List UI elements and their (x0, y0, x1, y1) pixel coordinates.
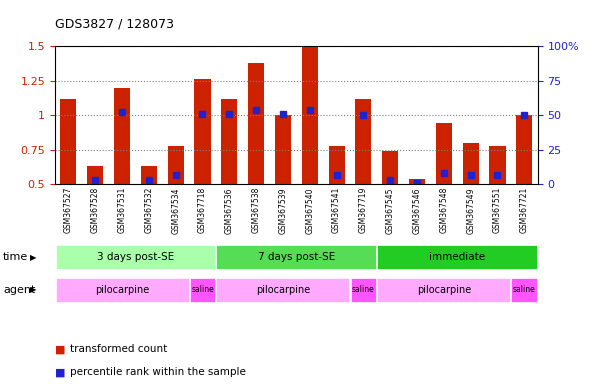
Text: time: time (3, 252, 28, 262)
Bar (167, 146, 184, 184)
Bar (114, 88, 130, 184)
Text: pilocarpine: pilocarpine (417, 285, 471, 295)
FancyBboxPatch shape (56, 245, 215, 270)
Text: ▶: ▶ (31, 285, 37, 295)
Bar (356, 99, 371, 184)
FancyBboxPatch shape (189, 278, 215, 302)
Text: 7 days post-SE: 7 days post-SE (258, 252, 335, 262)
Bar (87, 166, 103, 184)
Bar (329, 146, 345, 184)
Bar (382, 151, 398, 184)
Text: saline: saline (352, 285, 375, 295)
Text: pilocarpine: pilocarpine (95, 285, 149, 295)
Text: ■: ■ (55, 367, 65, 377)
Bar (248, 63, 264, 184)
Bar (302, 48, 318, 184)
Text: transformed count: transformed count (70, 344, 167, 354)
FancyBboxPatch shape (511, 278, 537, 302)
Bar (60, 99, 76, 184)
FancyBboxPatch shape (378, 245, 537, 270)
Text: GDS3827 / 128073: GDS3827 / 128073 (55, 18, 174, 31)
Bar (489, 146, 505, 184)
Text: ▶: ▶ (31, 253, 37, 262)
Bar (436, 124, 452, 184)
Bar (516, 115, 532, 184)
Bar (409, 179, 425, 184)
Text: saline: saline (191, 285, 214, 295)
FancyBboxPatch shape (216, 245, 376, 270)
Text: ■: ■ (55, 344, 65, 354)
Text: agent: agent (3, 285, 35, 295)
Text: immediate: immediate (429, 252, 485, 262)
FancyBboxPatch shape (216, 278, 349, 302)
Text: percentile rank within the sample: percentile rank within the sample (70, 367, 246, 377)
Bar (275, 115, 291, 184)
Text: pilocarpine: pilocarpine (256, 285, 310, 295)
Bar (141, 166, 157, 184)
FancyBboxPatch shape (351, 278, 376, 302)
Bar (221, 99, 237, 184)
Bar (463, 143, 478, 184)
Text: 3 days post-SE: 3 days post-SE (97, 252, 174, 262)
Text: saline: saline (513, 285, 536, 295)
Bar (194, 79, 211, 184)
FancyBboxPatch shape (56, 278, 189, 302)
FancyBboxPatch shape (378, 278, 510, 302)
